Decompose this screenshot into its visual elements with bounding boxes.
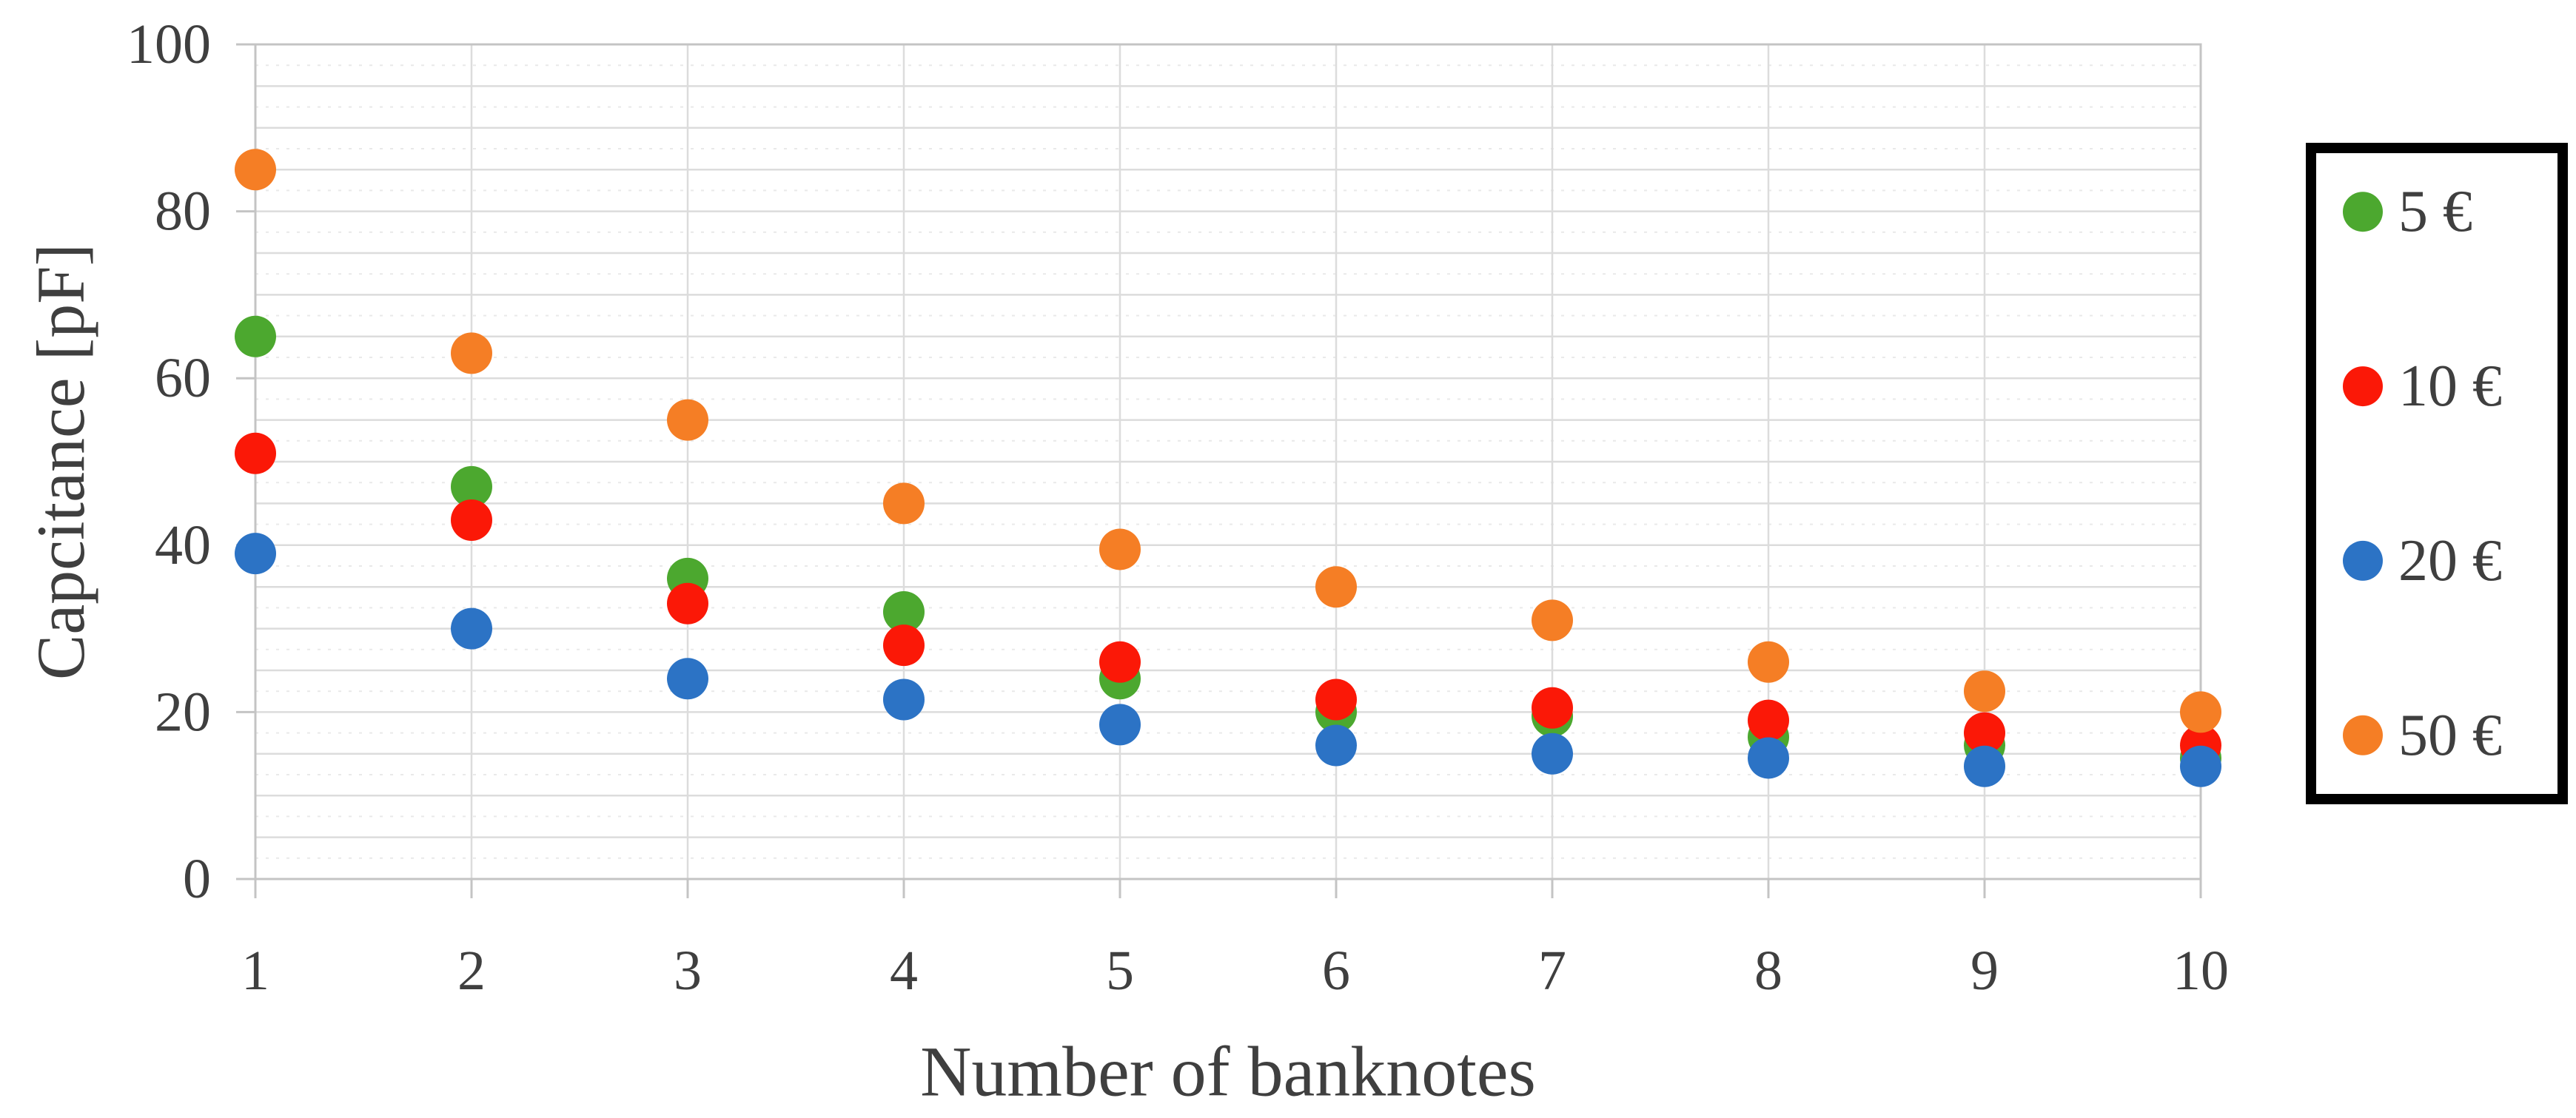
axis-ticks [236,43,2202,898]
data-point [1099,528,1141,570]
x-tick-label: 3 [674,940,702,1002]
legend: 5 € 10 € 20 € 50 € [2306,143,2568,804]
legend-marker-icon [2343,366,2383,407]
y-tick-label: 60 [155,347,211,409]
data-point [1748,737,1789,779]
data-point [883,591,925,633]
series-2 [235,533,2221,787]
legend-item: 50 € [2343,703,2502,768]
legend-marker-icon [2343,540,2383,581]
x-tick-label: 4 [890,940,918,1002]
y-tick-label: 20 [155,681,211,743]
legend-label: 5 € [2398,179,2472,244]
x-tick-label: 10 [2173,940,2229,1002]
x-tick-label: 2 [457,940,486,1002]
x-tick-label: 5 [1106,940,1134,1002]
data-point [1315,566,1357,608]
data-point [451,607,492,650]
x-tick-label: 9 [1970,940,1999,1002]
data-point [451,465,492,508]
data-point [1532,687,1573,729]
data-point [2180,691,2221,733]
data-point [1964,745,2005,787]
legend-item: 5 € [2343,179,2472,244]
data-point [1099,704,1141,746]
data-point [1748,641,1789,683]
legend-item: 10 € [2343,354,2502,419]
x-tick-label: 6 [1322,940,1350,1002]
data-point [1748,699,1789,741]
data-point [235,533,276,575]
series-3 [235,149,2221,733]
data-point [1964,712,2005,754]
x-axis-title: Number of banknotes [920,1032,1536,1111]
data-point [667,582,708,624]
data-point [235,149,276,191]
y-tick-label: 80 [155,181,211,243]
data-point [883,624,925,667]
data-point [667,399,708,441]
data-point [235,432,276,474]
y-tick-label: 0 [183,848,211,910]
legend-label: 50 € [2398,703,2502,768]
data-point [1315,678,1357,721]
data-point [451,332,492,374]
y-tick-label: 100 [127,13,211,75]
data-point [1532,599,1573,641]
legend-box [2306,143,2568,804]
legend-marker-icon [2343,192,2383,232]
series-0 [235,315,2221,779]
data-point [1099,641,1141,683]
x-tick-label: 1 [241,940,269,1002]
data-point [1964,670,2005,713]
legend-label: 20 € [2398,528,2502,593]
x-tick-label: 8 [1754,940,1782,1002]
legend-label: 10 € [2398,354,2502,419]
legend-marker-icon [2343,715,2383,755]
data-point [667,658,708,700]
data-point [1532,733,1573,775]
data-point [1315,724,1357,767]
y-tick-label: 40 [155,514,211,576]
data-point [883,482,925,525]
series-1 [235,432,2221,767]
data-point [883,678,925,721]
gridlines [254,43,2202,880]
y-axis-title: Capcitance [pF] [23,243,98,680]
data-point [2180,745,2221,787]
data-point [451,499,492,541]
legend-item: 20 € [2343,528,2502,593]
data-point [235,315,276,357]
x-tick-label: 7 [1538,940,1566,1002]
